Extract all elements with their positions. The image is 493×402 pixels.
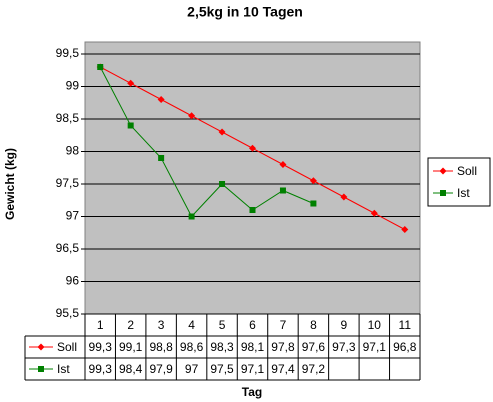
marker bbox=[279, 187, 286, 194]
marker bbox=[188, 112, 196, 120]
data-label: 97,1 bbox=[363, 340, 387, 354]
data-label: 97,9 bbox=[149, 362, 173, 376]
marker bbox=[310, 200, 317, 207]
data-label: 98,8 bbox=[149, 340, 173, 354]
marker bbox=[249, 207, 256, 213]
x-tick-label: 6 bbox=[249, 318, 256, 332]
x-tick-label: 8 bbox=[310, 318, 317, 332]
data-label: 97,2 bbox=[302, 362, 326, 376]
marker bbox=[218, 128, 226, 136]
x-tick-label: 4 bbox=[188, 318, 195, 332]
data-label: 98,4 bbox=[119, 362, 143, 376]
marker bbox=[188, 213, 195, 220]
data-label: 97,8 bbox=[271, 340, 295, 354]
x-tick-label: 2 bbox=[127, 318, 134, 332]
data-label: 97,5 bbox=[210, 362, 234, 376]
data-label: 97 bbox=[185, 362, 199, 376]
data-label: 97,4 bbox=[271, 362, 295, 376]
y-tick-label: 97 bbox=[66, 209, 80, 223]
data-label: 98,3 bbox=[210, 340, 234, 354]
data-label: 99,3 bbox=[89, 362, 113, 376]
y-tick-label: 96 bbox=[66, 274, 80, 288]
chart-title: 2,5kg in 10 Tagen bbox=[187, 4, 303, 20]
x-tick-label: 5 bbox=[219, 318, 226, 332]
y-tick-label: 99,5 bbox=[56, 46, 80, 60]
data-label: 97,6 bbox=[302, 340, 326, 354]
data-label: 97,1 bbox=[241, 362, 265, 376]
y-tick-label: 95,5 bbox=[56, 306, 80, 320]
x-tick-label: 1 bbox=[97, 318, 104, 332]
legend-marker bbox=[439, 167, 447, 175]
legend bbox=[427, 157, 491, 207]
marker bbox=[97, 64, 104, 70]
data-label: 98,6 bbox=[180, 340, 204, 354]
legend-marker bbox=[38, 366, 44, 372]
y-tick-label: 99 bbox=[66, 79, 80, 93]
legend-marker bbox=[37, 343, 45, 351]
marker bbox=[158, 155, 165, 161]
marker bbox=[219, 181, 226, 187]
series-line bbox=[99, 66, 314, 218]
y-axis-label: Gewicht (kg) bbox=[3, 148, 17, 220]
marker bbox=[127, 122, 134, 129]
marker bbox=[279, 161, 287, 168]
legend-marker bbox=[440, 190, 446, 196]
marker bbox=[127, 79, 135, 87]
x-tick-label: 3 bbox=[158, 318, 165, 332]
legend-label: Soll bbox=[57, 340, 77, 354]
x-tick-label: 10 bbox=[368, 318, 382, 332]
data-label: 98,1 bbox=[241, 340, 265, 354]
x-tick-label: 11 bbox=[399, 318, 412, 332]
x-tick-label: 7 bbox=[280, 318, 287, 332]
marker bbox=[157, 96, 165, 103]
y-tick-label: 98,5 bbox=[56, 111, 80, 125]
marker bbox=[249, 144, 256, 152]
y-tick-label: 96,5 bbox=[56, 241, 80, 255]
data-label: 99,1 bbox=[119, 340, 143, 354]
marker bbox=[309, 177, 317, 185]
x-axis-label: Tag bbox=[242, 385, 262, 399]
data-label: 96,8 bbox=[393, 340, 417, 354]
y-tick-label: 98 bbox=[66, 144, 80, 158]
legend-label: Ist bbox=[457, 186, 470, 200]
y-tick-label: 97,5 bbox=[56, 176, 80, 190]
marker bbox=[401, 226, 409, 233]
marker bbox=[340, 193, 348, 201]
legend-label: Ist bbox=[57, 362, 70, 376]
x-tick-label: 9 bbox=[341, 318, 348, 332]
data-label: 99,3 bbox=[89, 340, 113, 354]
plot-area bbox=[84, 41, 421, 315]
data-label: 97,3 bbox=[332, 340, 356, 354]
marker bbox=[370, 209, 378, 217]
legend-label: Soll bbox=[457, 164, 477, 178]
